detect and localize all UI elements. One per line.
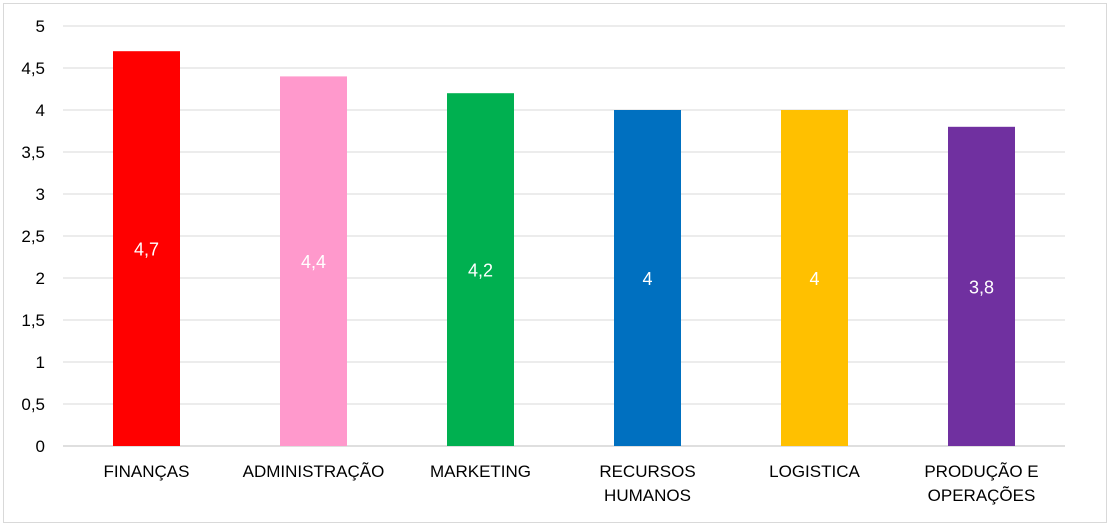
category-label: FINANÇAS [104,462,190,481]
data-label: 4,4 [301,252,326,272]
category-label: ADMINISTRAÇÃO [243,462,385,481]
category-label: RECURSOS [599,462,695,481]
data-labels: 4,7 4,4 4,2 4 4 3,8 [134,240,994,298]
bar [781,110,848,446]
category-label: PRODUÇÃO E [924,462,1038,481]
y-tick-label: 3,5 [21,143,45,162]
y-tick-label: 4,5 [21,59,45,78]
data-label: 4 [809,269,819,289]
y-tick-label: 4 [36,101,45,120]
bar [280,76,347,447]
category-label: LOGISTICA [769,462,860,481]
y-tick-label: 0,5 [21,395,45,414]
y-tick-label: 2 [36,269,45,288]
y-axis-tick-labels: 0 0,5 1 1,5 2 2,5 3 3,5 4 4,5 5 [21,17,45,456]
bar [447,93,514,446]
y-tick-label: 5 [36,17,45,36]
y-tick-label: 2,5 [21,227,45,246]
y-tick-label: 3 [36,185,45,204]
data-label: 4 [642,269,652,289]
y-tick-label: 1,5 [21,311,45,330]
category-label: HUMANOS [604,486,691,505]
bars [113,51,1015,447]
bar [948,126,1015,447]
category-label: OPERAÇÕES [928,486,1036,505]
gridlines [63,25,1065,447]
y-tick-label: 1 [36,353,45,372]
x-axis-category-labels: FINANÇAS ADMINISTRAÇÃO MARKETING RECURSOS HU… [104,462,1039,505]
data-label: 4,7 [134,240,159,260]
bar [614,110,681,446]
y-tick-label: 0 [36,437,45,456]
chart-frame [3,3,1107,523]
data-label: 3,8 [969,277,994,297]
data-label: 4,2 [468,261,493,281]
bar [113,51,180,446]
category-label: MARKETING [430,462,531,481]
